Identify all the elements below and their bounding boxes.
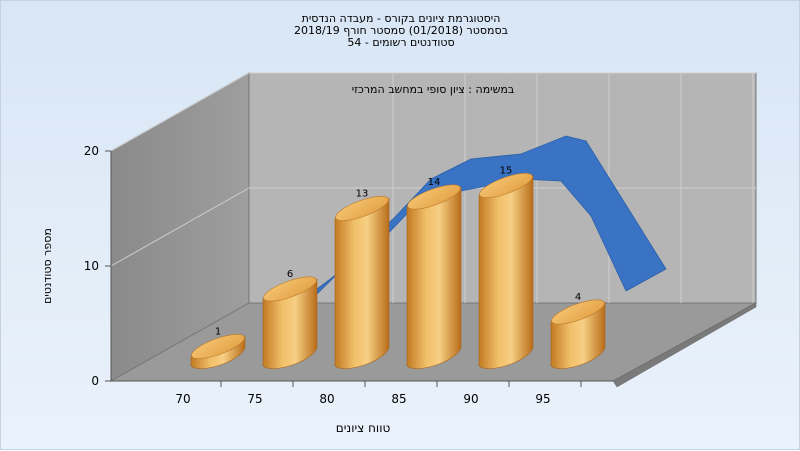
x-tick-label: 75 [247,392,262,406]
chart-title-line2: בסמסטר (01/2018) סמסטר חורף 2018/19 [294,24,508,37]
bar-cylinder: 1 [190,327,246,369]
y-axis-label: מספר סטודנטים [41,228,54,304]
bars: 1 6 13 14 15 4 [190,166,606,369]
x-tick-label: 70 [175,392,190,406]
x-tick-label: 85 [391,392,406,406]
bar-data-label: 4 [575,292,581,303]
chart-title-line1: היסטוגרמת ציונים בקורס - מעבדה הנדסית [301,12,501,25]
x-axis-ticks: 70 75 80 85 90 95 [175,381,582,406]
bar-cylinder: 6 [262,269,318,369]
chart-title-line3: סטודנטים רשומים - 54 [347,36,455,49]
bar-body [334,198,390,369]
bar-data-label: 15 [500,166,513,177]
bar-top [263,276,317,302]
bar-cylinder: 14 [406,177,462,369]
bar-data-label: 13 [356,189,369,200]
bar-top [407,184,461,210]
bar-body [262,278,318,369]
chart-subtitle: במשימה : ציון סופי במחשב המרכזי [352,83,515,96]
bar-top [191,334,245,359]
x-tick-label: 90 [463,392,478,406]
bar-cylinder: 15 [478,166,534,369]
x-tick-label: 80 [319,392,334,406]
bar-data-label: 1 [215,327,221,338]
y-tick-label: 10 [84,259,99,273]
bar-data-label: 14 [428,177,441,188]
y-axis-ticks: 0 10 20 [84,144,111,388]
bar-body [406,186,462,369]
x-tick-label: 95 [535,392,550,406]
bar-data-label: 6 [287,269,293,280]
bar-cylinder: 13 [334,189,390,369]
bar-top [335,196,389,221]
bar-cylinder: 4 [550,292,606,369]
bar-top [479,173,533,198]
bar-top [551,299,605,325]
floor-edge [612,302,757,388]
x-axis-label: טווח ציונים [336,421,391,435]
y-tick-label: 0 [91,374,99,388]
y-tick-label: 20 [84,144,99,158]
bar-body [478,175,534,369]
